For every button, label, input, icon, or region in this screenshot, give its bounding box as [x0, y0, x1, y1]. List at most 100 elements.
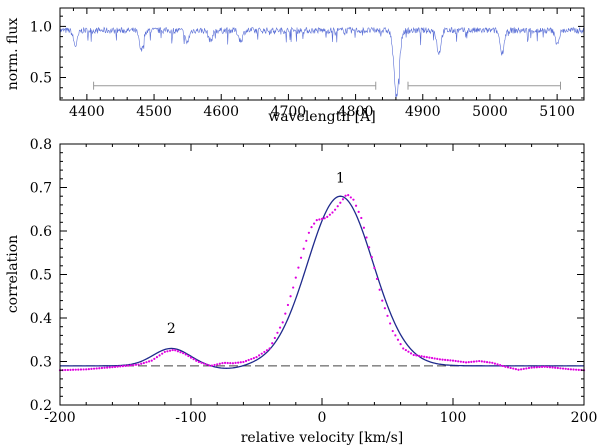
cross-correlation-point	[197, 360, 200, 364]
cross-correlation-point	[289, 295, 292, 298]
cross-correlation-point	[286, 303, 290, 307]
cross-correlation-point	[517, 368, 520, 371]
spectrum-x-axis-label: wavelength [Å]	[268, 107, 375, 125]
spectrum-x-tick-label: 4600	[203, 104, 239, 120]
cross-correlation-point	[244, 359, 248, 363]
correlation-y-tick-label: 0.4	[30, 311, 52, 327]
cross-correlation-point	[551, 366, 554, 369]
cross-correlation-point	[423, 355, 426, 358]
cross-correlation-point	[85, 368, 88, 371]
cross-correlation-point	[457, 360, 460, 363]
cross-correlation-point	[82, 368, 85, 371]
spectrum-x-tick-label: 4700	[271, 104, 307, 120]
cross-correlation-point	[276, 331, 279, 334]
cross-correlation-point	[352, 198, 355, 201]
cross-correlation-point	[540, 365, 544, 368]
cross-correlation-point	[182, 352, 185, 355]
cross-correlation-point	[205, 363, 208, 366]
cross-correlation-point	[168, 349, 172, 352]
cross-correlation-point	[72, 368, 75, 371]
cross-correlation-point	[121, 365, 124, 368]
peak-label-1: 1	[336, 170, 345, 186]
cross-correlation-point	[360, 216, 363, 220]
cross-correlation-point	[292, 286, 295, 289]
cross-correlation-point	[273, 336, 276, 340]
cross-correlation-point	[192, 358, 195, 361]
cross-correlation-point	[278, 326, 282, 329]
cross-correlation-point	[234, 361, 237, 365]
cross-correlation-point	[522, 367, 525, 370]
cross-correlation-point	[310, 225, 313, 229]
cross-correlation-point	[237, 361, 240, 364]
cross-correlation-point	[242, 360, 245, 364]
spectrum-x-tick-label: 4500	[136, 104, 172, 120]
cross-correlation-point	[391, 329, 394, 333]
cross-correlation-point	[334, 208, 337, 211]
cross-correlation-point	[368, 246, 371, 249]
correlation-panel: 12 -200 -100 0 100 2000.20.30.40.50.60.70.8 …	[5, 137, 597, 446]
cross-correlation-point	[451, 359, 455, 362]
cross-correlation-point	[297, 266, 300, 269]
cross-correlation-point	[226, 361, 229, 365]
cross-correlation-point	[187, 354, 190, 358]
cross-correlation-point	[161, 352, 164, 355]
cross-correlation-point	[436, 357, 439, 360]
cross-correlation-point	[179, 351, 182, 354]
cross-correlation-point	[475, 360, 478, 363]
cross-correlation-point	[491, 361, 494, 364]
cross-correlation-point	[103, 366, 106, 369]
spectrum-y-tick-label: 0.5	[30, 71, 52, 87]
correlation-x-axis-label: relative velocity [km/s]	[241, 430, 404, 446]
cross-correlation-point	[575, 368, 578, 371]
cross-correlation-point	[530, 366, 533, 369]
correlation-y-tick-label: 0.3	[30, 355, 52, 371]
cross-correlation-point	[438, 358, 441, 361]
cross-correlation-point	[92, 367, 96, 370]
cross-correlation-point	[347, 194, 350, 197]
correlation-ticks: -200 -100 0 100 200 0.2 0.3 0.4 0.5 0.6 0.7 0.8	[30, 137, 598, 426]
cross-correlation-point	[341, 198, 345, 201]
cross-correlation-point	[116, 365, 119, 368]
cross-correlation-point	[459, 360, 462, 363]
cross-correlation-point	[302, 247, 305, 250]
cross-correlation-point	[258, 354, 261, 357]
cross-correlation-point	[124, 364, 127, 367]
cross-correlation-point	[320, 217, 324, 220]
cross-correlation-point	[543, 365, 546, 368]
correlation-x-tick-label: 0	[318, 410, 327, 426]
cross-correlation-point	[184, 353, 187, 356]
cross-correlation-point	[509, 366, 512, 370]
cross-correlation-point	[119, 365, 122, 368]
cross-correlation-point	[548, 366, 552, 369]
cross-correlation-point	[174, 349, 177, 352]
range-2-marker	[407, 81, 561, 90]
cross-correlation-point	[394, 334, 397, 337]
cross-correlation-point	[176, 350, 179, 353]
cross-correlation-point	[556, 366, 559, 370]
cross-correlation-point	[203, 362, 206, 365]
cross-correlation-point	[239, 361, 242, 364]
cross-correlation-point	[79, 368, 83, 371]
cross-correlation-point	[231, 362, 235, 365]
spectrum-x-tick-label: 5000	[472, 104, 508, 120]
cross-correlation-point	[546, 365, 549, 369]
cross-correlation-point	[430, 356, 434, 360]
cross-correlation-series	[58, 194, 586, 372]
cross-correlation-point	[218, 362, 221, 365]
correlation-y-tick-label: 0.7	[30, 181, 52, 197]
spectrum-panel: 4400 4500 4600 4700 4800 4900 5000 5100 0.5 1.0 w…	[5, 7, 585, 125]
cross-correlation-point	[150, 359, 153, 362]
cross-correlation-point	[77, 368, 80, 371]
cross-correlation-point	[449, 359, 452, 362]
cross-correlation-point	[221, 362, 224, 365]
fit-curve	[60, 195, 584, 369]
cross-correlation-point	[488, 361, 491, 364]
cross-correlation-point	[472, 360, 476, 363]
cross-correlation-point	[127, 364, 130, 367]
cross-correlation-point	[255, 356, 258, 359]
cross-correlation-point	[446, 359, 449, 362]
cross-correlation-point	[213, 363, 216, 367]
cross-correlation-point	[567, 367, 570, 371]
cross-correlation-point	[137, 363, 140, 366]
